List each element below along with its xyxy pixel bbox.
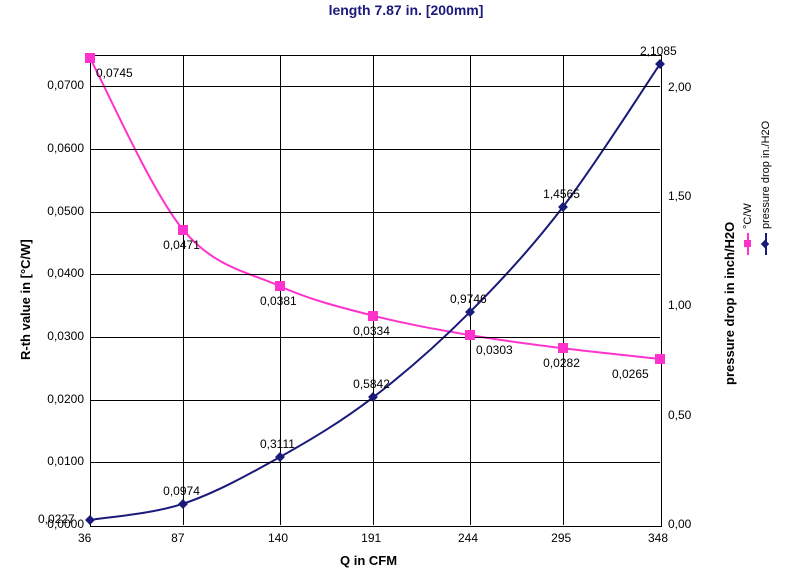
gridline-horizontal bbox=[90, 86, 660, 87]
dp-data-label: 0,5842 bbox=[353, 377, 390, 391]
y-right-tick-label: 1,00 bbox=[668, 298, 691, 312]
gridline-vertical bbox=[563, 55, 564, 525]
gridline-horizontal bbox=[90, 149, 660, 150]
y-axis-left-label: R-th value in [°C/W] bbox=[18, 239, 33, 360]
rth-marker bbox=[655, 354, 665, 364]
y-right-tick-label: 0,50 bbox=[668, 408, 691, 422]
y-left-tick-label: 0,0600 bbox=[47, 141, 84, 155]
x-axis-label: Q in CFM bbox=[340, 553, 397, 568]
dp-data-label: 0,3111 bbox=[260, 437, 295, 451]
gridline-horizontal bbox=[90, 212, 660, 213]
legend: °C/W pressure drop in./H2O bbox=[742, 121, 778, 255]
x-tick-label: 140 bbox=[268, 531, 288, 545]
y-left-tick-label: 0,0400 bbox=[47, 266, 84, 280]
rth-data-label: 0,0265 bbox=[612, 367, 649, 381]
gridline-vertical bbox=[183, 55, 184, 525]
y-right-tick-label: 2,00 bbox=[668, 80, 691, 94]
rth-data-label: 0,0745 bbox=[96, 66, 133, 80]
legend-marker-icon bbox=[744, 240, 751, 247]
legend-line-icon bbox=[765, 233, 767, 255]
legend-label: pressure drop in./H2O bbox=[760, 121, 772, 229]
legend-item: pressure drop in./H2O bbox=[760, 121, 772, 255]
rth-data-label: 0,0334 bbox=[353, 324, 390, 338]
y-right-tick-label: 0,00 bbox=[668, 517, 691, 531]
gridline-vertical bbox=[470, 55, 471, 525]
x-tick-label: 348 bbox=[648, 531, 668, 545]
gridline-vertical bbox=[373, 55, 374, 525]
rth-data-label: 0,0282 bbox=[543, 356, 580, 370]
dp-data-label: 1,4565 bbox=[543, 187, 580, 201]
y-left-tick-label: 0,0300 bbox=[47, 329, 84, 343]
y-left-tick-label: 0,0200 bbox=[47, 392, 84, 406]
x-tick-label: 191 bbox=[361, 531, 381, 545]
rth-marker bbox=[85, 53, 95, 63]
chart-title: length 7.87 in. [200mm] bbox=[0, 2, 812, 18]
x-tick-label: 295 bbox=[551, 531, 571, 545]
rth-marker bbox=[178, 225, 188, 235]
rth-data-label: 0,0381 bbox=[260, 294, 297, 308]
chart-container: length 7.87 in. [200mm] R-th value in [°… bbox=[0, 0, 812, 583]
legend-marker-icon bbox=[761, 240, 769, 248]
y-left-tick-label: 0,0100 bbox=[47, 454, 84, 468]
dp-data-label: 0,9746 bbox=[450, 292, 487, 306]
rth-marker bbox=[275, 281, 285, 291]
legend-item: °C/W bbox=[742, 121, 754, 255]
y-left-tick-label: 0,0700 bbox=[47, 78, 84, 92]
plot-area bbox=[90, 55, 662, 527]
dp-data-label: 2,1085 bbox=[640, 44, 677, 58]
rth-marker bbox=[368, 311, 378, 321]
dp-data-label: 0,0227 bbox=[38, 512, 75, 526]
rth-data-label: 0,0471 bbox=[163, 238, 200, 252]
x-tick-label: 244 bbox=[458, 531, 478, 545]
legend-label: °C/W bbox=[742, 203, 754, 229]
y-axis-right-label: pressure drop in inch/H2O bbox=[722, 222, 737, 385]
rth-data-label: 0,0303 bbox=[476, 343, 513, 357]
dp-data-label: 0,0974 bbox=[163, 484, 200, 498]
y-left-tick-label: 0,0500 bbox=[47, 204, 84, 218]
legend-line-icon bbox=[747, 233, 749, 255]
rth-marker bbox=[465, 330, 475, 340]
gridline-horizontal bbox=[90, 462, 660, 463]
x-tick-label: 87 bbox=[171, 531, 184, 545]
x-tick-label: 36 bbox=[78, 531, 91, 545]
rth-marker bbox=[558, 343, 568, 353]
gridline-horizontal bbox=[90, 274, 660, 275]
y-right-tick-label: 1,50 bbox=[668, 189, 691, 203]
